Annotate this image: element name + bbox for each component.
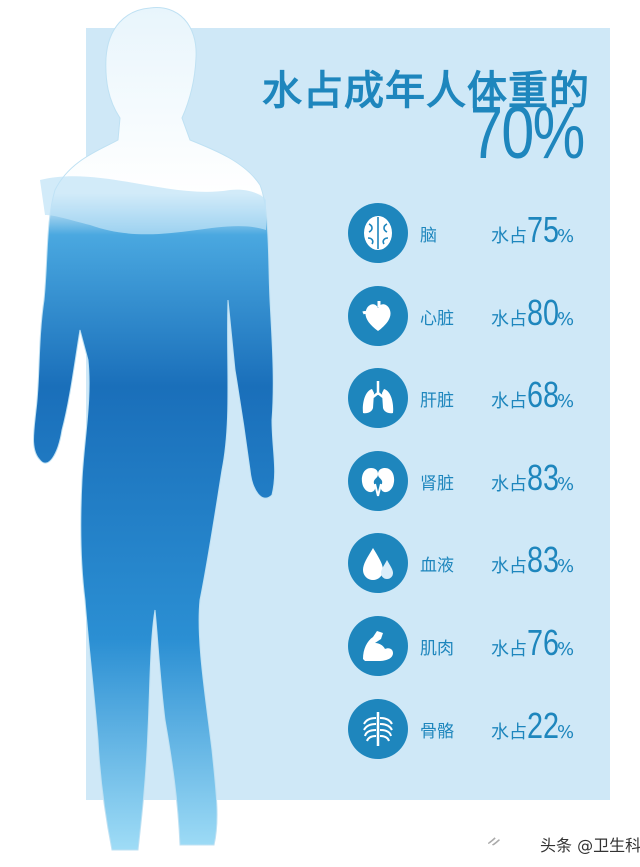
organ-name: 血液: [420, 556, 454, 576]
organ-row: 脑 水占75%: [348, 203, 608, 263]
organ-name: 肌肉: [420, 639, 454, 659]
ribcage-icon: [348, 699, 408, 759]
muscle-arm-icon: [348, 616, 408, 676]
organ-name: 骨骼: [420, 722, 454, 742]
kidney-icon: [348, 451, 408, 511]
value-unit: %: [557, 639, 575, 660]
organ-name: 肾脏: [420, 474, 454, 494]
value-number: 83: [527, 457, 560, 498]
value-prefix: 水占: [491, 226, 527, 247]
value-prefix: 水占: [491, 309, 527, 330]
brain-icon: [348, 203, 408, 263]
watermark: 头条 @卫生科普: [540, 836, 640, 855]
water-percentage: 水占22%: [491, 705, 574, 747]
organ-row: 心脏 水占80%: [348, 286, 608, 346]
organ-row: 肾脏 水占83%: [348, 451, 608, 511]
value-number: 75: [527, 209, 560, 250]
headline-percentage: 70%: [470, 91, 585, 174]
value-prefix: 水占: [491, 474, 527, 495]
value-prefix: 水占: [491, 722, 527, 743]
value-unit: %: [557, 309, 575, 330]
organ-row: 肌肉 水占76%: [348, 616, 608, 676]
water-percentage: 水占83%: [491, 457, 574, 499]
water-percentage: 水占83%: [491, 539, 574, 581]
value-unit: %: [557, 391, 575, 412]
page-title: 水占成年人体重的: [262, 68, 590, 114]
value-number: 68: [527, 374, 560, 415]
value-number: 83: [527, 539, 560, 580]
value-prefix: 水占: [491, 639, 527, 660]
value-prefix: 水占: [491, 391, 527, 412]
water-percentage: 水占80%: [491, 292, 574, 334]
water-percentage: 水占76%: [491, 622, 574, 664]
value-prefix: 水占: [491, 556, 527, 577]
water-drop-icon: [348, 533, 408, 593]
heart-icon: [348, 286, 408, 346]
value-number: 22: [527, 705, 560, 746]
water-percentage: 水占75%: [491, 209, 574, 251]
organ-name: 脑: [420, 226, 437, 246]
lungs-icon: [348, 368, 408, 428]
value-unit: %: [557, 722, 575, 743]
value-number: 80: [527, 292, 560, 333]
organ-name: 心脏: [420, 309, 454, 329]
value-unit: %: [557, 556, 575, 577]
organ-row: 血液 水占83%: [348, 533, 608, 593]
organ-row: 肝脏 水占68%: [348, 368, 608, 428]
wechat-icon: ᨀ: [487, 830, 502, 851]
water-percentage: 水占68%: [491, 374, 574, 416]
value-unit: %: [557, 474, 575, 495]
value-unit: %: [557, 226, 575, 247]
organ-row: 骨骼 水占22%: [348, 699, 608, 759]
organ-name: 肝脏: [420, 391, 454, 411]
value-number: 76: [527, 622, 560, 663]
